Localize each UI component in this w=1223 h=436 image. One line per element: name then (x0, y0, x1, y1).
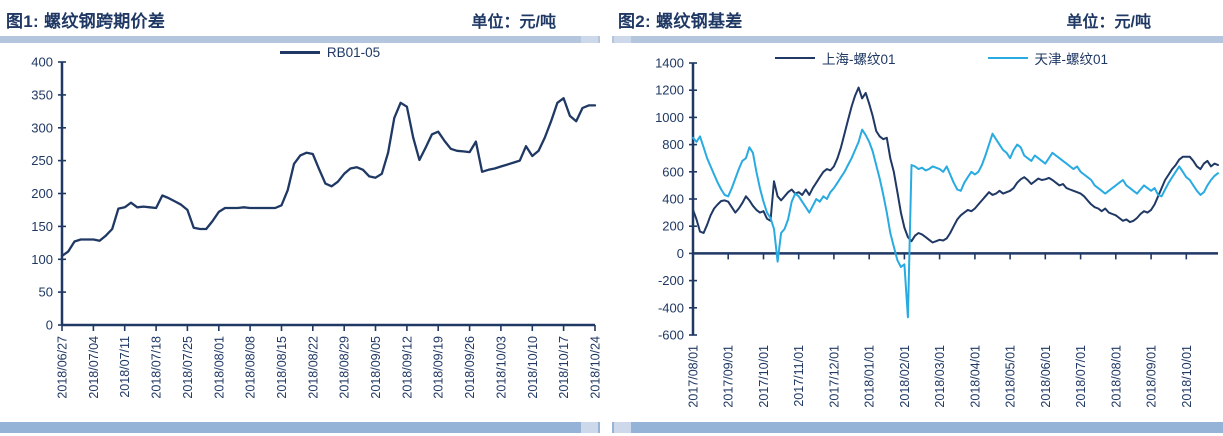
chart2-panel: 图2: 螺纹钢基差 单位：元/吨 上海-螺纹01 天津-螺纹01 -600 -40… (612, 0, 1223, 436)
x-tick-label: 2018/07/25 (181, 336, 195, 399)
chart1-titlebar: 图1: 螺纹钢跨期价差 单位：元/吨 (0, 0, 600, 32)
y-tick-label: 0 (677, 246, 684, 261)
chart1-footer-bar (0, 422, 600, 433)
y-tick-label: 600 (662, 164, 684, 179)
legend-item-tianjin: 天津-螺纹01 (987, 48, 1109, 68)
x-tick-label: 2017/09/01 (722, 345, 736, 408)
footer-cap (581, 422, 598, 433)
x-tick-label: 2018/03/01 (933, 345, 947, 408)
x-tick-label: 2017/10/01 (757, 345, 771, 408)
divider-cap (614, 36, 631, 43)
footer-cap (614, 422, 631, 433)
x-tick-label: 2018/10/01 (1180, 345, 1194, 408)
legend-label: RB01-05 (326, 45, 381, 60)
chart2-footer-bar (612, 422, 1223, 433)
legend-item-shanghai: 上海-螺纹01 (774, 48, 896, 68)
y-tick-label: 350 (31, 87, 53, 102)
y-tick-label: 800 (662, 137, 684, 152)
y-tick-label: -400 (658, 300, 684, 315)
series-line-1 (692, 128, 1219, 319)
legend-line-swatch (774, 56, 815, 60)
chart2-unit-label: 单位：元/吨 (1066, 14, 1151, 31)
legend-label: 天津-螺纹01 (1034, 52, 1109, 67)
x-tick-label: 2018/10/03 (494, 336, 508, 399)
legend-label: 上海-螺纹01 (821, 52, 896, 67)
chart2-title: 图2: 螺纹钢基差 (618, 12, 743, 31)
chart1-panel: 图1: 螺纹钢跨期价差 单位：元/吨 RB01-05 0 50 100 150 200 2… (0, 0, 600, 436)
y-tick-label: 200 (662, 219, 684, 234)
y-tick-label: -600 (658, 328, 684, 343)
x-tick-label: 2018/01/01 (863, 345, 877, 408)
x-tick-label: 2017/08/01 (687, 345, 701, 408)
y-tick-label: 400 (662, 192, 684, 207)
y-tick-label: 250 (31, 153, 53, 168)
x-tick-label: 2018/10/24 (589, 336, 601, 399)
y-tick-label: 150 (31, 219, 53, 234)
legend-item-rb01-05: RB01-05 (279, 45, 381, 60)
chart1-unit-label: 单位：元/吨 (471, 14, 556, 31)
x-tick-label: 2018/08/22 (306, 336, 320, 399)
x-tick-label: 2018/07/11 (118, 336, 132, 398)
y-tick-label: 200 (31, 186, 53, 201)
x-tick-label: 2018/07/18 (150, 336, 164, 399)
x-tick-label: 2018/08/01 (212, 336, 226, 399)
y-tick-label: -200 (658, 273, 684, 288)
x-tick-label: 2018/07/04 (87, 336, 101, 399)
chart2-legend: 上海-螺纹01 天津-螺纹01 (636, 48, 1223, 68)
series-line-0 (692, 86, 1219, 244)
x-tick-label: 2018/09/12 (400, 336, 414, 399)
x-tick-label: 2018/07/01 (1074, 345, 1088, 408)
x-tick-label: 2018/08/01 (1109, 345, 1123, 408)
chart2-titlebar: 图2: 螺纹钢基差 单位：元/吨 (612, 0, 1223, 32)
x-tick-label: 2018/05/01 (1004, 345, 1018, 408)
x-tick-label: 2018/06/01 (1039, 345, 1053, 408)
legend-line-swatch (279, 51, 320, 54)
y-tick-label: 0 (46, 318, 53, 333)
x-tick-label: 2018/09/05 (369, 336, 383, 399)
chart1-title-divider (0, 36, 600, 43)
x-tick-label: 2018/02/01 (898, 345, 912, 408)
x-tick-label: 2018/08/29 (338, 336, 352, 399)
chart2-line-plot: -600 -400 -200 0 200 400 600 800 1000 1200 1400 201… (655, 56, 1219, 408)
x-tick-label: 2018/09/26 (463, 336, 477, 399)
legend-line-swatch (987, 56, 1028, 60)
x-tick-label: 2018/09/01 (1145, 345, 1159, 408)
x-tick-label: 2018/10/10 (526, 336, 540, 399)
x-tick-label: 2018/06/27 (56, 336, 70, 399)
x-tick-label: 2018/10/17 (557, 336, 571, 399)
y-tick-label: 100 (31, 252, 53, 267)
x-tick-label: 2018/04/01 (968, 345, 982, 408)
y-tick-label: 1000 (655, 110, 684, 125)
series-line-0 (60, 97, 597, 258)
x-tick-label: 2018/09/19 (432, 336, 446, 399)
chart2-title-divider (612, 36, 1223, 43)
x-tick-label: 2017/11/01 (792, 345, 806, 407)
y-tick-label: 50 (39, 285, 53, 300)
y-tick-label: 400 (31, 55, 53, 70)
x-tick-label: 2018/08/08 (244, 336, 258, 399)
chart1-title: 图1: 螺纹钢跨期价差 (6, 12, 166, 31)
x-tick-label: 2017/12/01 (827, 345, 841, 408)
divider-cap (581, 36, 598, 43)
chart1-legend: RB01-05 (30, 45, 630, 60)
x-tick-label: 2018/08/15 (275, 336, 289, 399)
y-tick-label: 1400 (655, 56, 684, 71)
chart1-line-plot: 0 50 100 150 200 250 300 350 400 2018/06/27 2018/0… (31, 55, 601, 399)
y-tick-label: 300 (31, 120, 53, 135)
y-tick-label: 1200 (655, 83, 684, 98)
